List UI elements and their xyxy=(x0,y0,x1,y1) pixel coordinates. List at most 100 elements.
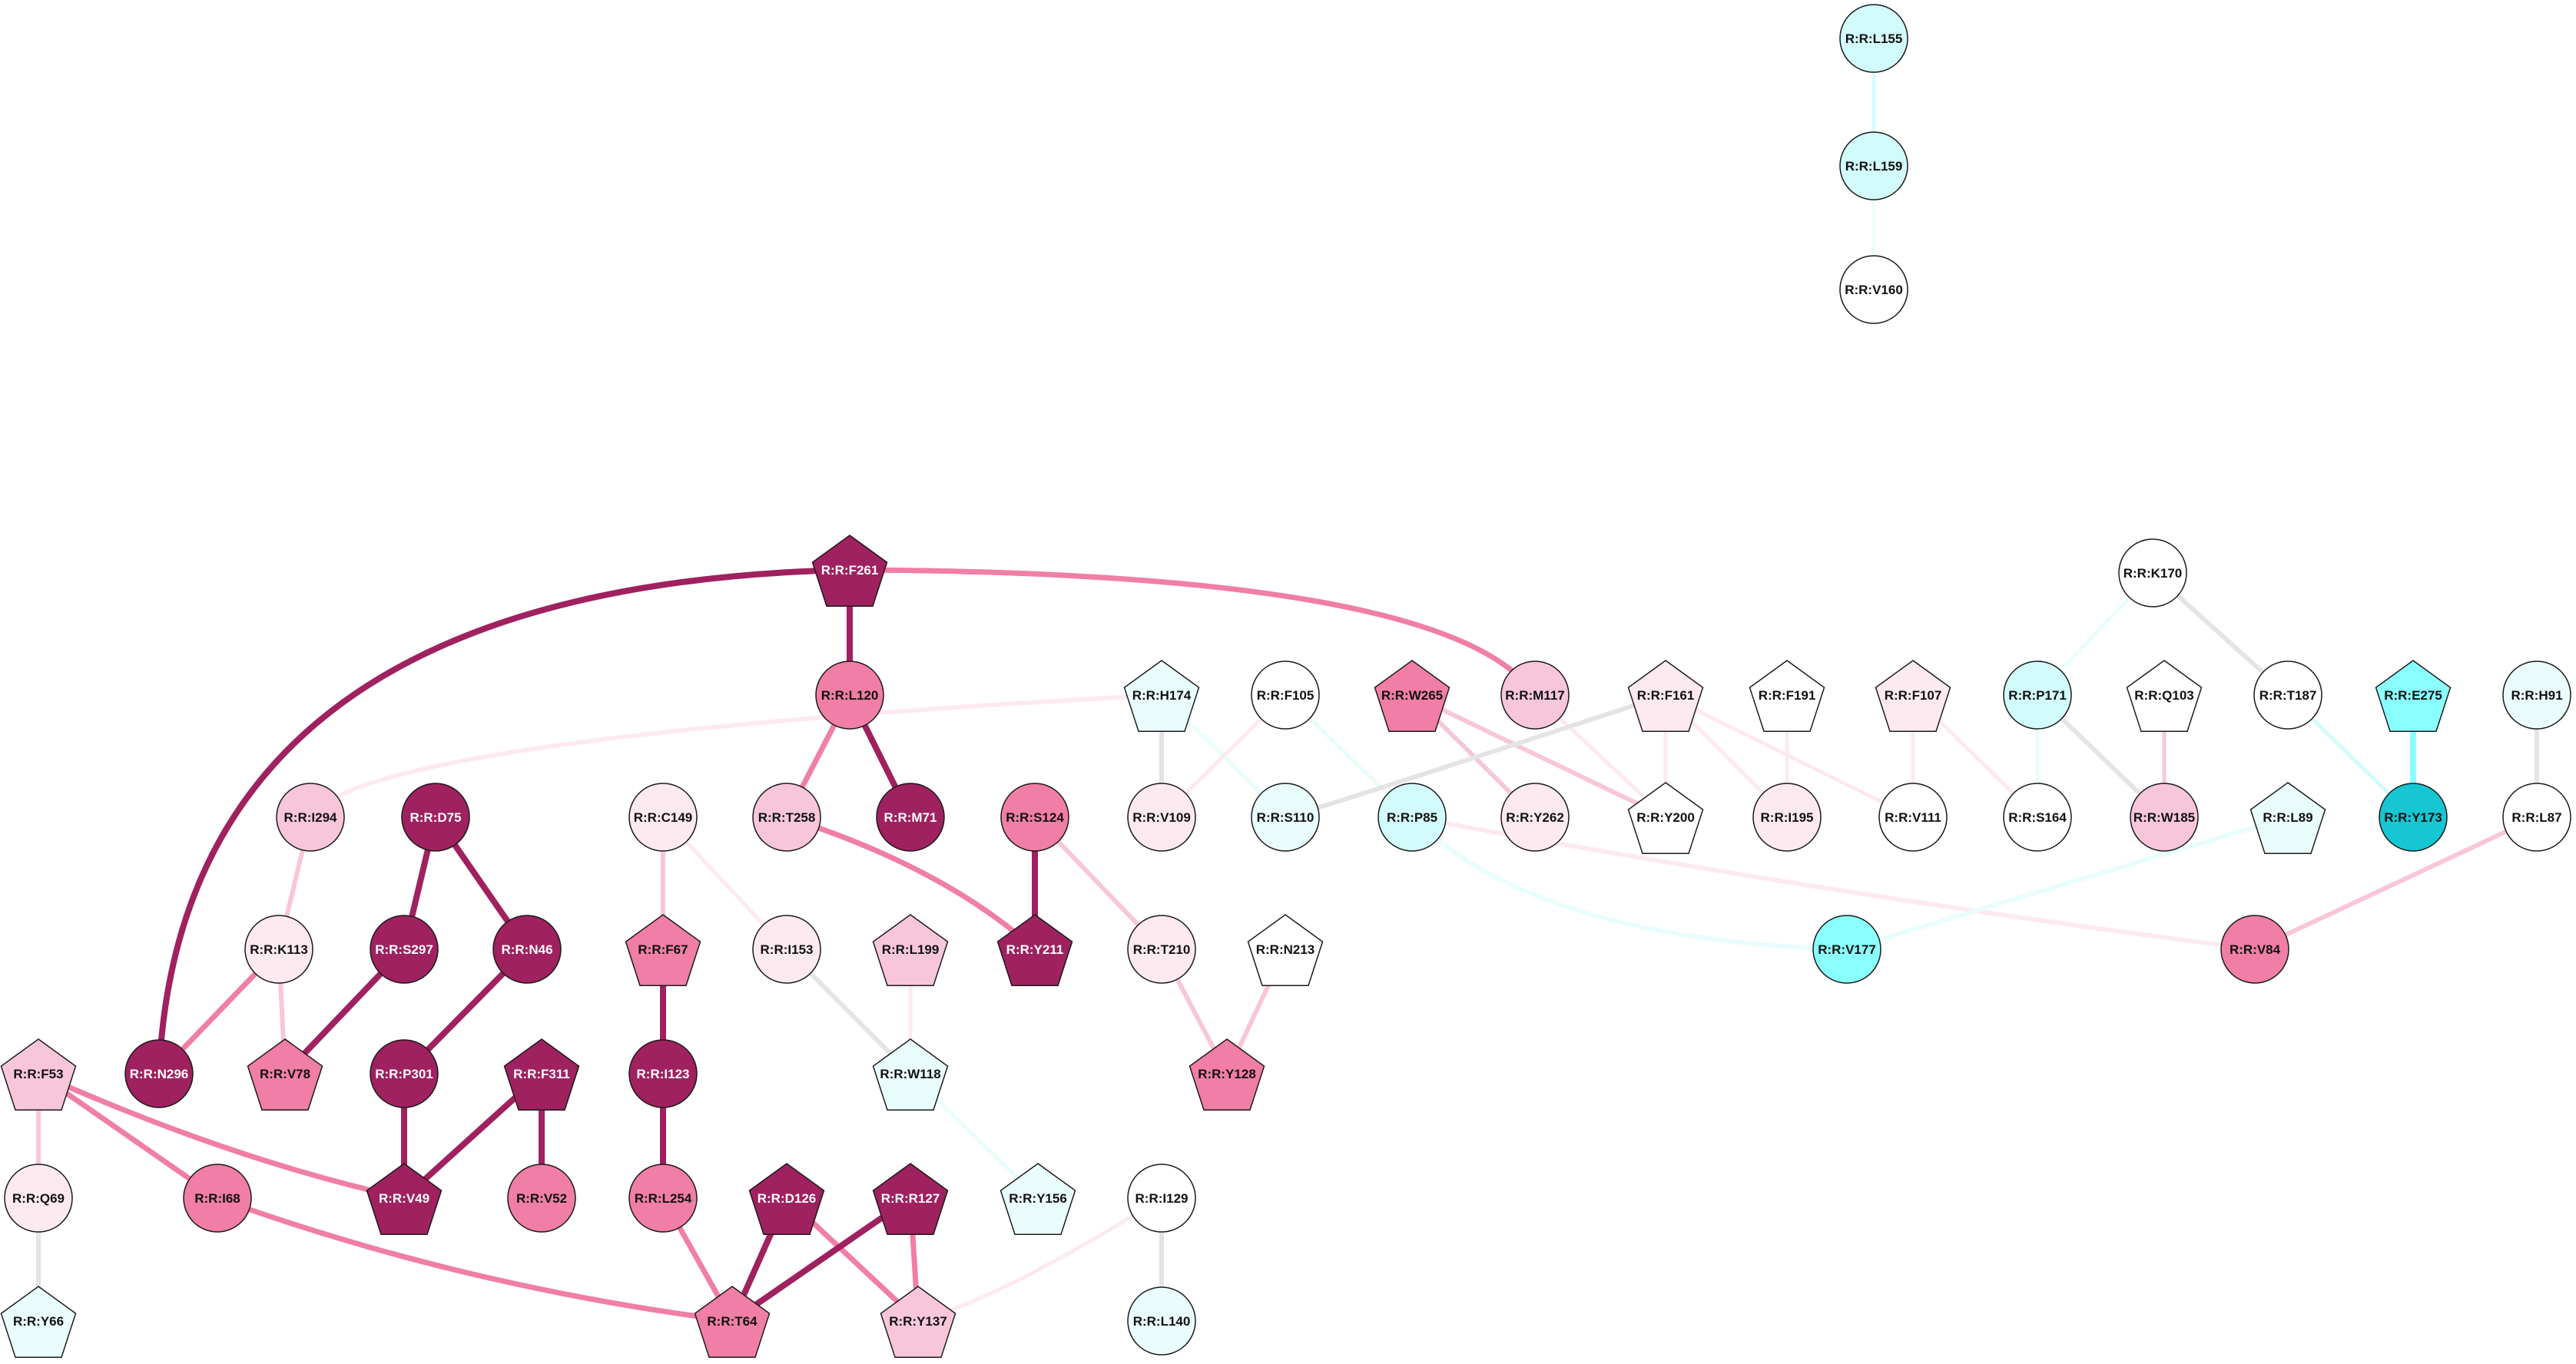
node-label: R:R:F311 xyxy=(513,1067,570,1081)
node-p301[interactable]: R:R:P301 xyxy=(370,1039,439,1108)
edge-h174-i294 xyxy=(308,693,1164,819)
node-y262[interactable]: R:R:Y262 xyxy=(1500,783,1570,852)
node-shape-circle xyxy=(1378,783,1447,852)
node-d126[interactable]: R:R:D126 xyxy=(748,1163,825,1236)
node-shape-circle xyxy=(628,1164,698,1233)
node-shape-circle xyxy=(1839,4,1908,73)
node-f107[interactable]: R:R:F107 xyxy=(1875,660,1951,733)
node-shape-circle xyxy=(401,783,470,852)
node-t64[interactable]: R:R:T64 xyxy=(694,1286,771,1359)
node-shape-circle xyxy=(752,915,821,984)
edge-f53-i68 xyxy=(35,1071,220,1201)
node-v52[interactable]: R:R:V52 xyxy=(507,1164,576,1233)
node-h174[interactable]: R:R:H174 xyxy=(1123,660,1200,733)
node-f105[interactable]: R:R:F105 xyxy=(1251,660,1320,730)
node-l140[interactable]: R:R:L140 xyxy=(1127,1286,1196,1356)
node-s110[interactable]: R:R:S110 xyxy=(1251,783,1320,852)
node-shape-pentagon xyxy=(996,914,1073,987)
node-r127[interactable]: R:R:R127 xyxy=(872,1163,949,1236)
node-i68[interactable]: R:R:I68 xyxy=(183,1164,252,1233)
node-i129[interactable]: R:R:I129 xyxy=(1127,1164,1196,1233)
node-e275[interactable]: R:R:E275 xyxy=(2375,660,2452,733)
node-s297[interactable]: R:R:S297 xyxy=(370,915,439,984)
node-label: R:R:Y262 xyxy=(1506,810,1564,825)
node-l199[interactable]: R:R:L199 xyxy=(872,914,949,987)
node-d75[interactable]: R:R:D75 xyxy=(401,783,470,852)
node-n46[interactable]: R:R:N46 xyxy=(492,915,562,984)
node-shape-circle xyxy=(876,783,945,852)
node-m117[interactable]: R:R:M117 xyxy=(1500,660,1570,730)
node-w118[interactable]: R:R:W118 xyxy=(872,1038,949,1111)
node-shape-circle xyxy=(2118,538,2187,608)
node-k170[interactable]: R:R:K170 xyxy=(2118,538,2187,608)
node-shape-pentagon xyxy=(1189,1038,1265,1111)
node-y156[interactable]: R:R:Y156 xyxy=(1000,1163,1076,1236)
node-y128[interactable]: R:R:Y128 xyxy=(1189,1038,1265,1111)
node-p171[interactable]: R:R:P171 xyxy=(2003,660,2072,730)
node-shape-pentagon xyxy=(503,1038,580,1111)
node-label: R:R:L159 xyxy=(1845,159,1903,174)
node-l159[interactable]: R:R:L159 xyxy=(1839,131,1908,200)
node-i195[interactable]: R:R:I195 xyxy=(1752,783,1822,852)
node-p85[interactable]: R:R:P85 xyxy=(1378,783,1447,852)
node-v111[interactable]: R:R:V111 xyxy=(1878,783,1948,852)
node-label: R:R:R127 xyxy=(881,1191,940,1206)
node-i294[interactable]: R:R:I294 xyxy=(276,783,345,852)
node-l254[interactable]: R:R:L254 xyxy=(628,1164,698,1233)
node-i123[interactable]: R:R:I123 xyxy=(628,1039,698,1108)
node-label: R:R:S124 xyxy=(1006,810,1064,825)
node-shape-circle xyxy=(2502,783,2571,852)
node-l89[interactable]: R:R:L89 xyxy=(2249,782,2326,855)
node-y173[interactable]: R:R:Y173 xyxy=(2379,783,2448,852)
node-q69[interactable]: R:R:Q69 xyxy=(4,1164,73,1233)
node-w185[interactable]: R:R:W185 xyxy=(2130,783,2199,852)
node-f67[interactable]: R:R:F67 xyxy=(625,914,701,987)
node-y137[interactable]: R:R:Y137 xyxy=(880,1286,956,1359)
node-f311[interactable]: R:R:F311 xyxy=(503,1038,580,1111)
node-t258[interactable]: R:R:T258 xyxy=(752,783,821,852)
edge-w265-y200 xyxy=(1410,693,1668,819)
edge-i68-t64 xyxy=(214,1195,735,1324)
node-shape-pentagon xyxy=(1749,660,1825,733)
node-h91[interactable]: R:R:H91 xyxy=(2502,660,2571,730)
node-m71[interactable]: R:R:M71 xyxy=(876,783,945,852)
node-shape-pentagon xyxy=(1875,660,1951,733)
node-f261[interactable]: R:R:F261 xyxy=(811,535,888,608)
node-k113[interactable]: R:R:K113 xyxy=(244,915,313,984)
node-y66[interactable]: R:R:Y66 xyxy=(0,1286,77,1359)
node-s124[interactable]: R:R:S124 xyxy=(1000,783,1069,852)
node-w265[interactable]: R:R:W265 xyxy=(1374,660,1450,733)
node-shape-circle xyxy=(1839,131,1908,200)
node-l120[interactable]: R:R:L120 xyxy=(815,660,884,730)
edge-l89-v177 xyxy=(1845,815,2290,952)
node-t187[interactable]: R:R:T187 xyxy=(2253,660,2322,730)
node-i153[interactable]: R:R:I153 xyxy=(752,915,821,984)
node-t210[interactable]: R:R:T210 xyxy=(1127,915,1196,984)
node-label: R:R:F161 xyxy=(1637,688,1695,703)
node-v78[interactable]: R:R:V78 xyxy=(247,1038,323,1111)
node-shape-circle xyxy=(183,1164,252,1233)
node-c149[interactable]: R:R:C149 xyxy=(628,783,698,852)
node-f53[interactable]: R:R:F53 xyxy=(0,1038,77,1111)
node-shape-pentagon xyxy=(1123,660,1200,733)
node-y200[interactable]: R:R:Y200 xyxy=(1627,782,1704,855)
node-f161[interactable]: R:R:F161 xyxy=(1627,660,1704,733)
node-l155[interactable]: R:R:L155 xyxy=(1839,4,1908,73)
node-label: R:R:H91 xyxy=(2511,688,2562,703)
node-shape-pentagon xyxy=(2375,660,2452,733)
node-n296[interactable]: R:R:N296 xyxy=(124,1039,194,1108)
node-y211[interactable]: R:R:Y211 xyxy=(996,914,1073,987)
node-v160[interactable]: R:R:V160 xyxy=(1839,255,1908,324)
node-v177[interactable]: R:R:V177 xyxy=(1812,915,1881,984)
node-label: R:R:K113 xyxy=(250,942,308,957)
node-s164[interactable]: R:R:S164 xyxy=(2003,783,2072,852)
node-l87[interactable]: R:R:L87 xyxy=(2502,783,2571,852)
node-q103[interactable]: R:R:Q103 xyxy=(2126,660,2203,733)
node-shape-circle xyxy=(2003,783,2072,852)
node-v109[interactable]: R:R:V109 xyxy=(1127,783,1196,852)
node-v49[interactable]: R:R:V49 xyxy=(366,1163,443,1236)
node-n213[interactable]: R:R:N213 xyxy=(1247,914,1324,987)
node-f191[interactable]: R:R:F191 xyxy=(1749,660,1825,733)
node-v84[interactable]: R:R:V84 xyxy=(2220,915,2289,984)
node-label: R:R:S297 xyxy=(375,942,433,957)
